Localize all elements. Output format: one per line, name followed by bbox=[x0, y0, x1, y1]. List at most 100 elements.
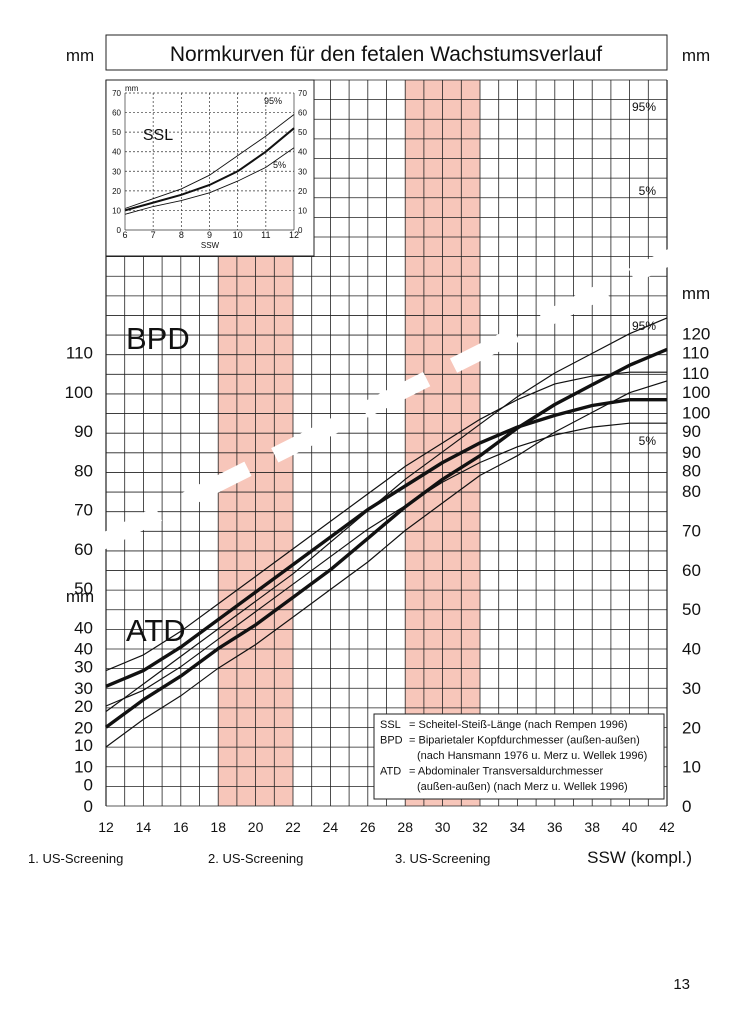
x-tick-label: 30 bbox=[435, 819, 451, 835]
atd-right-tick-label: 100 bbox=[682, 403, 710, 422]
atd-left-tick-label: 30 bbox=[74, 679, 93, 698]
ssl-curve-50pct bbox=[124, 127, 295, 212]
atd-right-tick-label: 30 bbox=[682, 679, 701, 698]
inset-right-tick-label: 40 bbox=[298, 148, 307, 157]
inset-x-tick-label: 6 bbox=[122, 230, 127, 240]
inset-right-tick-label: 10 bbox=[298, 206, 307, 215]
bpd-curve-95pct bbox=[105, 371, 667, 672]
percentile-labels: 95% 5% 95% 5% bbox=[632, 100, 656, 448]
ssl-curve-95pct bbox=[124, 114, 295, 209]
x-tick-label: 14 bbox=[136, 819, 152, 835]
legend-abbr: SSL bbox=[380, 719, 401, 731]
bpd-95-label: 95% bbox=[632, 100, 656, 114]
legend-text: (nach Hansmann 1976 u. Merz u. Wellek 19… bbox=[417, 750, 647, 762]
bpd-curve-50pct bbox=[105, 398, 667, 688]
axis-break bbox=[92, 244, 684, 553]
axis-labels: 0102030405060708090100110809010011001020… bbox=[65, 325, 711, 835]
inset-left-tick-label: 50 bbox=[112, 128, 121, 137]
inset-x-tick-label: 9 bbox=[207, 230, 212, 240]
inset-right-tick-label: 60 bbox=[298, 109, 307, 118]
bpd-panel-title: BPD bbox=[126, 321, 190, 356]
atd-right-tick-label: 40 bbox=[682, 640, 701, 659]
atd-left-tick-label: 10 bbox=[74, 758, 93, 777]
inset-x-tick-label: 12 bbox=[289, 230, 299, 240]
bpd-left-tick-label: 90 bbox=[74, 422, 93, 441]
title-box bbox=[105, 34, 668, 71]
x-tick-label: 40 bbox=[622, 819, 638, 835]
legend-text: (außen-außen) (nach Merz u. Wellek 1996) bbox=[417, 781, 628, 793]
bpd-left-tick-label: 60 bbox=[74, 540, 93, 559]
x-tick-label: 36 bbox=[547, 819, 563, 835]
bpd-5-label: 5% bbox=[639, 184, 657, 198]
x-tick-label: 12 bbox=[98, 819, 114, 835]
inset-x-tick-label: 10 bbox=[233, 230, 243, 240]
inset-x-tick-label: 7 bbox=[151, 230, 156, 240]
x-tick-label: 32 bbox=[472, 819, 488, 835]
bpd-left-tick-label: 80 bbox=[74, 461, 93, 480]
screening-label-2: 2. US-Screening bbox=[208, 851, 303, 866]
atd-right-tick-label: 80 bbox=[682, 482, 701, 501]
inset-left-tick-label: 0 bbox=[117, 226, 122, 235]
inset-x-axis-title: SSW bbox=[201, 241, 220, 250]
chart-title: Normkurven für den fetalen Wachstumsverl… bbox=[170, 43, 602, 66]
inset-left-tick-label: 20 bbox=[112, 187, 121, 196]
bpd-right-tick-label: 110 bbox=[682, 344, 709, 363]
legend-abbr: BPD bbox=[380, 735, 403, 747]
bpd-left-tick-label: 40 bbox=[74, 618, 93, 637]
bpd-left-tick-label: 20 bbox=[74, 697, 93, 716]
x-tick-label: 28 bbox=[397, 819, 413, 835]
unit-label-right-top: mm bbox=[682, 46, 710, 65]
inset-x-tick-label: 11 bbox=[261, 230, 270, 240]
x-tick-label: 42 bbox=[659, 819, 675, 835]
inset-background bbox=[105, 79, 315, 257]
inset-left-tick-label: 70 bbox=[112, 89, 121, 98]
atd-left-tick-label: 0 bbox=[84, 797, 93, 816]
inset-95-label: 95% bbox=[264, 96, 282, 106]
inset-right-tick-label: 20 bbox=[298, 187, 307, 196]
main-grid bbox=[105, 79, 668, 807]
bpd-left-tick-label: 50 bbox=[74, 579, 93, 598]
inset-5-label: 5% bbox=[273, 160, 286, 170]
page-number: 13 bbox=[673, 976, 690, 993]
atd-right-tick-label: 60 bbox=[682, 561, 701, 580]
ssl-curve-5pct bbox=[124, 147, 295, 215]
bpd-left-tick-label: 70 bbox=[74, 501, 93, 520]
inset-title: SSL bbox=[143, 127, 173, 144]
atd-right-tick-label: 10 bbox=[682, 758, 701, 777]
x-axis-title: SSW (kompl.) bbox=[587, 848, 692, 867]
legend-text: = Biparietaler Kopfdurchmesser (außen-au… bbox=[409, 735, 640, 747]
bpd-left-tick-label: 0 bbox=[84, 776, 93, 795]
inset-right-tick-label: 50 bbox=[298, 128, 307, 137]
bpd-left-tick-label: 110 bbox=[66, 344, 93, 363]
inset-left-tick-label: 40 bbox=[112, 148, 121, 157]
atd-right-tick-label: 0 bbox=[682, 797, 691, 816]
atd-right-tick-label: 110 bbox=[682, 364, 709, 383]
inset-left-tick-label: 60 bbox=[112, 109, 121, 118]
bpd-right-tick-label: 100 bbox=[682, 383, 710, 402]
bpd-curve-5pct bbox=[105, 422, 667, 707]
atd-left-tick-label: 20 bbox=[74, 718, 93, 737]
screening-label-3: 3. US-Screening bbox=[395, 851, 490, 866]
x-tick-label: 16 bbox=[173, 819, 189, 835]
bpd-right-tick-label: 80 bbox=[682, 461, 701, 480]
legend: SSL = Scheitel-Steiß-Länge (nach Rempen 1… bbox=[373, 713, 665, 800]
atd-right-tick-label: 120 bbox=[682, 325, 710, 344]
inset-x-tick-label: 8 bbox=[179, 230, 184, 240]
legend-abbr: ATD bbox=[380, 766, 401, 778]
bpd-left-tick-label: 30 bbox=[74, 658, 93, 677]
atd-right-tick-label: 50 bbox=[682, 600, 701, 619]
inset-right-tick-label: 0 bbox=[298, 226, 303, 235]
atd-curve-5pct bbox=[105, 380, 668, 748]
atd-right-tick-label: 20 bbox=[682, 718, 701, 737]
x-tick-label: 20 bbox=[248, 819, 264, 835]
axis-break-line bbox=[92, 244, 684, 553]
x-tick-label: 22 bbox=[285, 819, 301, 835]
unit-label-left-atd: mm bbox=[66, 587, 94, 606]
legend-box bbox=[373, 713, 665, 800]
legend-text: = Scheitel-Steiß-Länge (nach Rempen 1996… bbox=[409, 719, 628, 731]
atd-curve-50pct bbox=[104, 347, 668, 729]
inset-right-tick-label: 30 bbox=[298, 167, 307, 176]
bpd-left-tick-label: 10 bbox=[74, 736, 93, 755]
atd-left-tick-label: 40 bbox=[74, 640, 93, 659]
